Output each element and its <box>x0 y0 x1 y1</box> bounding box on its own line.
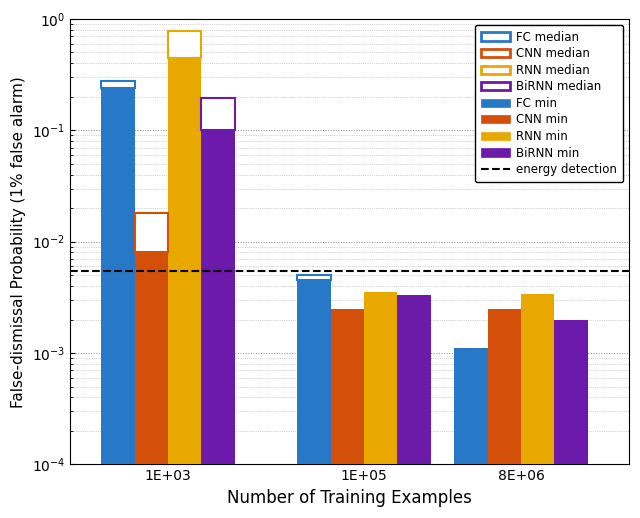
Bar <box>554 320 588 518</box>
Y-axis label: False-dismissal Probability (1% false alarm): False-dismissal Probability (1% false al… <box>11 76 26 408</box>
Bar <box>454 349 488 518</box>
X-axis label: Number of Training Examples: Number of Training Examples <box>227 489 472 507</box>
Bar <box>168 31 202 57</box>
Bar <box>101 81 135 88</box>
Bar <box>135 213 168 252</box>
Bar <box>202 98 235 131</box>
Bar <box>168 57 202 518</box>
Bar <box>521 294 554 518</box>
Legend: FC median, CNN median, RNN median, BiRNN median, FC min, CNN min, RNN min, BiRNN: FC median, CNN median, RNN median, BiRNN… <box>475 25 623 182</box>
Bar <box>298 280 331 518</box>
Bar <box>135 252 168 518</box>
Bar <box>101 88 135 518</box>
Bar <box>488 309 521 518</box>
Bar <box>331 309 364 518</box>
Bar <box>397 295 431 518</box>
Bar <box>298 275 331 280</box>
Bar <box>364 293 397 518</box>
Bar <box>202 131 235 518</box>
